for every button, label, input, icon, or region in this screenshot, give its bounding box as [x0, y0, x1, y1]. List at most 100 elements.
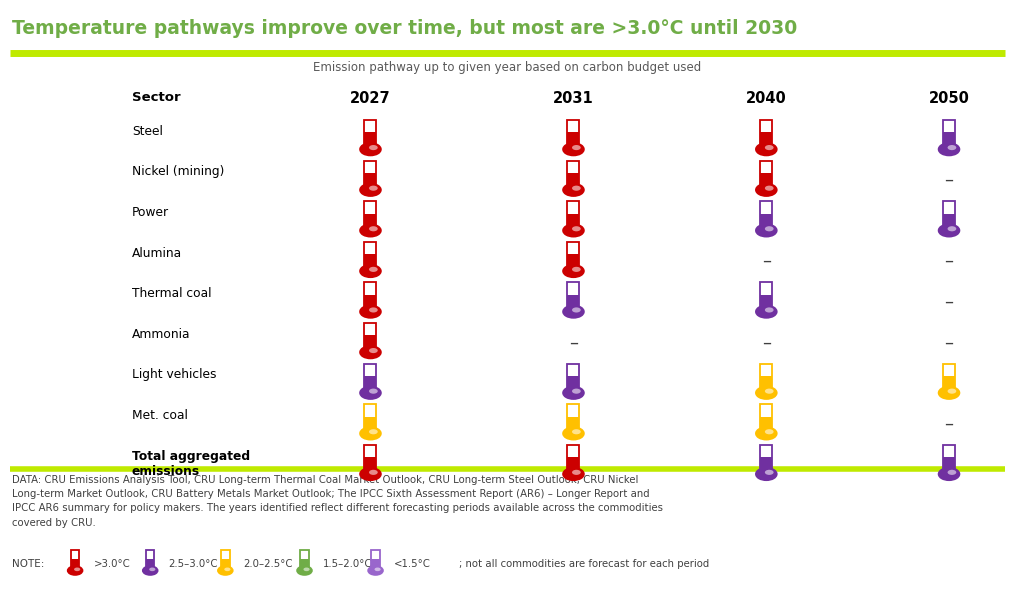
Bar [364, 417, 377, 432]
Bar [760, 417, 772, 432]
Bar [760, 445, 772, 473]
Circle shape [297, 566, 312, 575]
Text: NOTE:: NOTE: [12, 559, 45, 568]
Bar [567, 120, 580, 148]
Text: <1.5°C: <1.5°C [394, 559, 430, 568]
Circle shape [572, 267, 581, 272]
Circle shape [68, 566, 82, 575]
Bar [567, 254, 580, 270]
Bar [567, 161, 580, 189]
Circle shape [765, 429, 773, 434]
Text: Alumina: Alumina [132, 247, 182, 260]
Circle shape [765, 307, 773, 312]
Bar [943, 364, 955, 392]
Text: Ammonia: Ammonia [132, 328, 191, 341]
Circle shape [303, 568, 310, 571]
Circle shape [563, 306, 584, 318]
Text: –: – [945, 293, 953, 311]
Bar [300, 559, 309, 570]
Bar [364, 445, 377, 473]
Circle shape [74, 568, 80, 571]
Bar [943, 214, 955, 229]
Text: Steel: Steel [132, 125, 162, 138]
Circle shape [360, 387, 381, 399]
Circle shape [218, 566, 232, 575]
Bar [146, 559, 154, 570]
Circle shape [765, 145, 773, 150]
Bar [221, 550, 229, 570]
Bar [943, 376, 955, 392]
Circle shape [939, 224, 959, 236]
Bar [567, 282, 580, 310]
Circle shape [572, 307, 581, 312]
Bar [71, 559, 79, 570]
Circle shape [369, 307, 378, 312]
Circle shape [765, 389, 773, 393]
Circle shape [948, 470, 956, 475]
Circle shape [756, 468, 776, 480]
Bar [760, 161, 772, 189]
Circle shape [224, 568, 230, 571]
Circle shape [939, 143, 959, 155]
Circle shape [948, 389, 956, 393]
Circle shape [360, 143, 381, 155]
Text: 2050: 2050 [929, 91, 969, 106]
Text: >3.0°C: >3.0°C [93, 559, 130, 568]
Circle shape [563, 184, 584, 196]
Bar [71, 550, 79, 570]
Bar [567, 404, 580, 432]
Bar [364, 133, 377, 148]
Bar [760, 364, 772, 392]
Circle shape [375, 568, 381, 571]
Bar [943, 201, 955, 229]
Circle shape [369, 348, 378, 353]
Bar [943, 120, 955, 148]
Bar [567, 457, 580, 473]
Bar [760, 173, 772, 189]
Text: Temperature pathways improve over time, but most are >3.0°C until 2030: Temperature pathways improve over time, … [12, 19, 798, 38]
Bar [567, 364, 580, 392]
Bar [364, 323, 377, 351]
Bar [760, 120, 772, 148]
Bar [943, 457, 955, 473]
Bar [364, 254, 377, 270]
Circle shape [143, 566, 157, 575]
Bar [760, 201, 772, 229]
Circle shape [765, 186, 773, 190]
Bar [760, 457, 772, 473]
Bar [567, 242, 580, 270]
Bar [567, 173, 580, 189]
Circle shape [369, 470, 378, 475]
Text: 2031: 2031 [553, 91, 594, 106]
Circle shape [563, 387, 584, 399]
Bar [371, 559, 380, 570]
Bar [567, 133, 580, 148]
Text: Emission pathway up to given year based on carbon budget used: Emission pathway up to given year based … [314, 61, 701, 74]
Text: –: – [569, 333, 578, 352]
Bar [567, 445, 580, 473]
Bar [221, 559, 229, 570]
Circle shape [563, 143, 584, 155]
Bar [760, 214, 772, 229]
Circle shape [360, 427, 381, 439]
Bar [364, 120, 377, 148]
Circle shape [149, 568, 155, 571]
Circle shape [369, 267, 378, 272]
Text: Thermal coal: Thermal coal [132, 287, 211, 300]
Text: –: – [762, 333, 770, 352]
Circle shape [360, 265, 381, 277]
Bar [567, 417, 580, 432]
Text: 2.0–2.5°C: 2.0–2.5°C [244, 559, 293, 568]
Text: Met. coal: Met. coal [132, 409, 188, 422]
Bar [760, 133, 772, 148]
Bar [943, 445, 955, 473]
Bar [760, 376, 772, 392]
Bar [364, 376, 377, 392]
Bar [371, 550, 380, 570]
Circle shape [572, 389, 581, 393]
Bar [300, 550, 309, 570]
Text: ; not all commodities are forecast for each period: ; not all commodities are forecast for e… [459, 559, 709, 568]
Circle shape [756, 143, 776, 155]
Circle shape [948, 226, 956, 231]
Circle shape [756, 224, 776, 236]
